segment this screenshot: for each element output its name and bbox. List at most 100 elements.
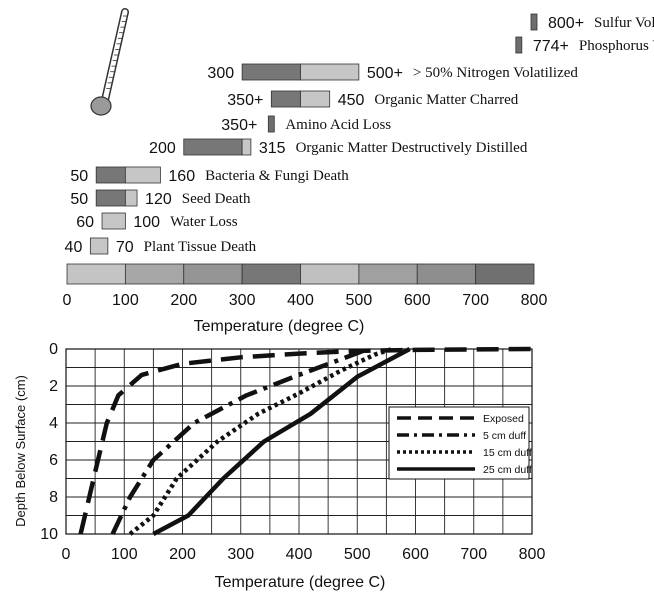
scale-band	[124, 263, 185, 285]
range-end-label: 70	[116, 239, 134, 256]
x-tick-label: 200	[169, 546, 196, 563]
scale-x-axis-label: Temperature (degree C)	[194, 318, 365, 335]
range-bar-label: Sulfur Volatilized	[594, 15, 654, 31]
line-y-axis-label: Depth Below Surface (cm)	[13, 375, 28, 527]
range-start-label: 60	[76, 214, 94, 231]
range-bar-low	[95, 166, 126, 184]
scale-tick-label: 0	[63, 292, 72, 309]
range-bar-low	[183, 138, 243, 156]
y-tick-label: 6	[49, 452, 58, 469]
y-tick-label: 0	[49, 341, 58, 358]
range-bar-label: Phosphorus Volatilized	[579, 38, 654, 54]
axis-ticks: 0 100 200 300 400 500 600 700 800 0 2 4 6 8 10	[40, 341, 545, 563]
range-bar-row: 300 500+ > 50% Nitrogen Volatilized	[207, 63, 578, 82]
scale-tick-label: 500	[346, 292, 373, 309]
range-start-label: 50	[70, 191, 88, 208]
temperature-scale-bar	[66, 263, 535, 285]
range-bar-row: 50 120 Seed Death	[70, 189, 251, 208]
scale-tick-label: 200	[170, 292, 197, 309]
x-tick-label: 400	[286, 546, 313, 563]
y-tick-label: 2	[49, 378, 58, 395]
scale-band	[241, 263, 301, 285]
range-start-label: 50	[70, 168, 88, 185]
range-start-label: 300	[207, 65, 234, 82]
scale-tick-label: 600	[404, 292, 431, 309]
range-bar	[267, 115, 275, 133]
range-bar	[530, 13, 538, 31]
depth-line-chart: 0 100 200 300 400 500 600 700 800 0 2 4 6 8 10 Exposed 5…	[40, 341, 545, 563]
range-bar-high	[241, 138, 252, 156]
range-end-label: 450	[338, 92, 365, 109]
range-bar-label: Seed Death	[182, 191, 251, 207]
y-tick-label: 10	[40, 526, 58, 543]
legend-label: 5 cm duff	[483, 430, 526, 442]
range-start-label: 350+	[227, 92, 263, 109]
range-bar-label: Plant Tissue Death	[144, 239, 257, 255]
x-tick-label: 600	[402, 546, 429, 563]
legend: Exposed 5 cm duff 15 cm duff 25 cm duff	[388, 406, 532, 480]
scale-tick-label: 700	[462, 292, 489, 309]
range-end-label: 315	[259, 140, 286, 157]
range-bar-label: Amino Acid Loss	[285, 117, 391, 133]
x-tick-label: 800	[519, 546, 546, 563]
range-bar-low	[241, 63, 301, 81]
legend-label: 25 cm duff	[483, 464, 532, 476]
series-lines	[78, 346, 533, 536]
series-line-5-cm-duff	[110, 348, 364, 535]
range-bar-row: 60 100 Water Loss	[76, 212, 238, 231]
range-bar-label: Water Loss	[170, 214, 238, 230]
x-tick-label: 0	[62, 546, 71, 563]
legend-label: 15 cm duff	[483, 447, 532, 459]
range-end-label: 120	[145, 191, 172, 208]
range-bar	[89, 237, 109, 255]
y-tick-label: 8	[49, 489, 58, 506]
scale-tick-label: 100	[112, 292, 139, 309]
scale-band	[475, 263, 535, 285]
scale-tick-label: 400	[287, 292, 314, 309]
range-bar-label: Organic Matter Destructively Distilled	[296, 140, 528, 156]
range-bar-label: Organic Matter Charred	[374, 92, 518, 108]
x-tick-label: 100	[111, 546, 138, 563]
plot-border	[65, 348, 533, 535]
range-bar-low	[270, 90, 301, 108]
range-bar	[101, 212, 126, 230]
range-bar-high	[300, 90, 331, 108]
range-end-label: 100	[133, 214, 160, 231]
series-line-15-cm-duff	[128, 346, 393, 536]
scale-tick-label: 800	[521, 292, 548, 309]
scale-band	[300, 263, 360, 285]
range-bar-row: 40 70 Plant Tissue Death	[65, 237, 257, 256]
range-start-label: 200	[149, 140, 176, 157]
range-bar-high	[300, 63, 360, 81]
scale-band	[183, 263, 243, 285]
range-bar-low	[95, 189, 126, 207]
range-end-label: 774+	[533, 38, 569, 55]
legend-label: Exposed	[483, 413, 524, 425]
scale-band	[358, 263, 418, 285]
range-end-label: 500+	[367, 65, 403, 82]
thermometer-icon	[90, 8, 129, 116]
range-bar-chart: 800+ Sulfur Volatilized 774+ Phosphorus Vol…	[65, 13, 654, 256]
scale-tick-label: 300	[229, 292, 256, 309]
range-bar-row: 800+ Sulfur Volatilized	[530, 13, 654, 32]
series-line-25-cm-duff	[152, 347, 411, 536]
range-start-label: 350+	[221, 117, 257, 134]
line-x-axis-label: Temperature (degree C)	[215, 574, 386, 591]
scale-band	[66, 263, 126, 285]
range-bar	[515, 36, 523, 54]
range-bar-row: 50 160 Bacteria & Fungi Death	[70, 166, 349, 185]
x-tick-label: 300	[227, 546, 254, 563]
series-line-exposed	[78, 346, 533, 535]
y-tick-label: 4	[49, 415, 58, 432]
range-bar-high	[124, 166, 161, 184]
range-bar-high	[124, 189, 138, 207]
range-bar-row: 200 315 Organic Matter Destructively Disti…	[149, 138, 528, 157]
range-bar-row: 774+ Phosphorus Volatilized	[515, 36, 654, 55]
range-bar-row: 350+ 450 Organic Matter Charred	[227, 90, 519, 109]
range-bar-label: Bacteria & Fungi Death	[205, 168, 349, 184]
range-end-label: 800+	[548, 15, 584, 32]
x-tick-label: 500	[344, 546, 371, 563]
range-bar-label: > 50% Nitrogen Volatilized	[413, 65, 578, 81]
scale-band	[416, 263, 477, 285]
